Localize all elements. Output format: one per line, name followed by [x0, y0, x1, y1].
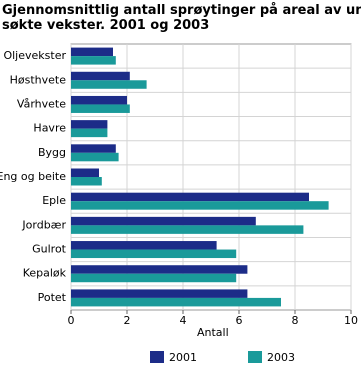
- bar: [71, 56, 116, 65]
- legend-label: 2001: [169, 351, 197, 364]
- bar: [71, 249, 237, 259]
- bar: [71, 104, 130, 113]
- bar: [71, 241, 217, 250]
- x-tick-label: 4: [180, 314, 187, 327]
- bar: [71, 47, 113, 57]
- bar: [71, 216, 256, 226]
- y-tick-label: Eple: [42, 194, 66, 207]
- bar: [71, 289, 248, 298]
- bar: [71, 265, 248, 274]
- bar: [71, 120, 108, 129]
- bar: [71, 144, 116, 153]
- chart-title: søkte vekster. 2001 og 2003: [2, 18, 209, 33]
- bar: [71, 273, 237, 283]
- y-tick-label: Havre: [33, 122, 66, 135]
- y-tick-label: Potet: [38, 291, 67, 304]
- y-tick-label: Bygg: [38, 146, 66, 159]
- x-tick-label: 8: [292, 314, 299, 327]
- y-tick-label: Eng og beite: [0, 170, 66, 183]
- legend-swatch: [248, 351, 262, 363]
- chart-title: Gjennomsnittlig antall sprøytinger på ar…: [2, 3, 361, 18]
- legend-label: 2003: [267, 351, 295, 364]
- bar: [71, 128, 108, 138]
- x-tick-label: 0: [68, 314, 75, 327]
- bar: [71, 168, 99, 177]
- y-tick-label: Kepaløk: [23, 267, 67, 280]
- x-tick-label: 6: [236, 314, 243, 327]
- x-axis-label: Antall: [197, 326, 229, 339]
- bar: [71, 152, 119, 162]
- legend-swatch: [150, 351, 164, 363]
- bar: [71, 297, 281, 307]
- bar: [71, 80, 147, 89]
- y-tick-label: Vårhvete: [17, 97, 66, 110]
- y-tick-label: Oljevekster: [3, 49, 66, 62]
- bar: [71, 192, 309, 202]
- bar: [71, 225, 304, 234]
- y-tick-label: Gulrot: [32, 243, 67, 256]
- x-tick-label: 10: [344, 314, 358, 327]
- bar: [71, 71, 130, 81]
- bar: [71, 95, 127, 105]
- bar: [71, 201, 329, 210]
- y-tick-label: Høsthvete: [10, 73, 67, 86]
- bar: [71, 177, 102, 186]
- y-tick-label: Jordbær: [21, 218, 66, 231]
- x-tick-label: 2: [124, 314, 131, 327]
